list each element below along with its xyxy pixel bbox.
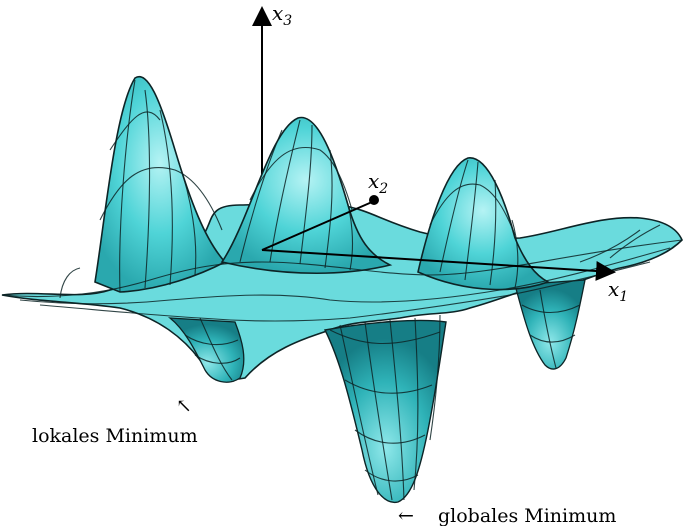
mesh-line (609, 224, 661, 259)
mesh-line (99, 166, 223, 231)
right-peak (417, 157, 550, 291)
left-peak (94, 75, 227, 293)
mesh-line (364, 469, 419, 482)
surface-mesh (1, 79, 683, 501)
mesh-line (19, 247, 671, 305)
mesh-line (364, 321, 393, 501)
mesh-line (159, 109, 173, 286)
mesh-line (59, 267, 81, 299)
mesh-line (249, 146, 353, 211)
mesh-line (344, 194, 354, 271)
mesh-line (529, 334, 576, 343)
mesh-line (119, 79, 136, 293)
mesh-line (429, 314, 441, 441)
x1-axis (261, 249, 616, 281)
global-minimum-arrow: ← (398, 505, 414, 526)
x2-axis-label: x2 (368, 169, 388, 197)
mesh-line (429, 183, 516, 236)
x2-axis-tip (369, 195, 379, 205)
middle-peak (220, 116, 393, 275)
mesh-line (511, 219, 519, 289)
mesh-line (39, 261, 651, 322)
global-minimum-label: globales Minimum (438, 505, 616, 526)
mesh-line (109, 111, 161, 151)
mesh-line (177, 159, 197, 276)
mesh-line (464, 161, 479, 281)
local-minimum-label: lokales Minimum (32, 425, 198, 447)
global-minimum-pit (323, 319, 447, 504)
mesh-line (413, 317, 419, 491)
mesh-line (269, 119, 301, 263)
local-minimum-arrow: ↖ (176, 395, 192, 417)
mesh-line (389, 319, 405, 501)
right-pit (514, 279, 586, 370)
x2-axis (261, 201, 373, 251)
mesh-line (324, 149, 333, 269)
local-minimum-pit (167, 317, 245, 383)
mesh-line (579, 229, 641, 263)
mesh-line (539, 289, 557, 369)
mesh-line (439, 159, 469, 273)
mesh-line (299, 124, 313, 265)
mesh-line (199, 317, 233, 381)
x3-axis-label: x3 (272, 1, 292, 29)
mesh-line (339, 324, 379, 496)
mesh-line (239, 129, 283, 263)
mesh-line (521, 304, 581, 314)
mesh-line (354, 429, 426, 444)
mesh-line (489, 179, 497, 286)
x1-axis-label: x1 (608, 277, 628, 305)
mesh-line (184, 334, 239, 346)
mesh-line (194, 354, 241, 364)
mesh-line (144, 89, 151, 289)
mesh-line (329, 329, 441, 345)
